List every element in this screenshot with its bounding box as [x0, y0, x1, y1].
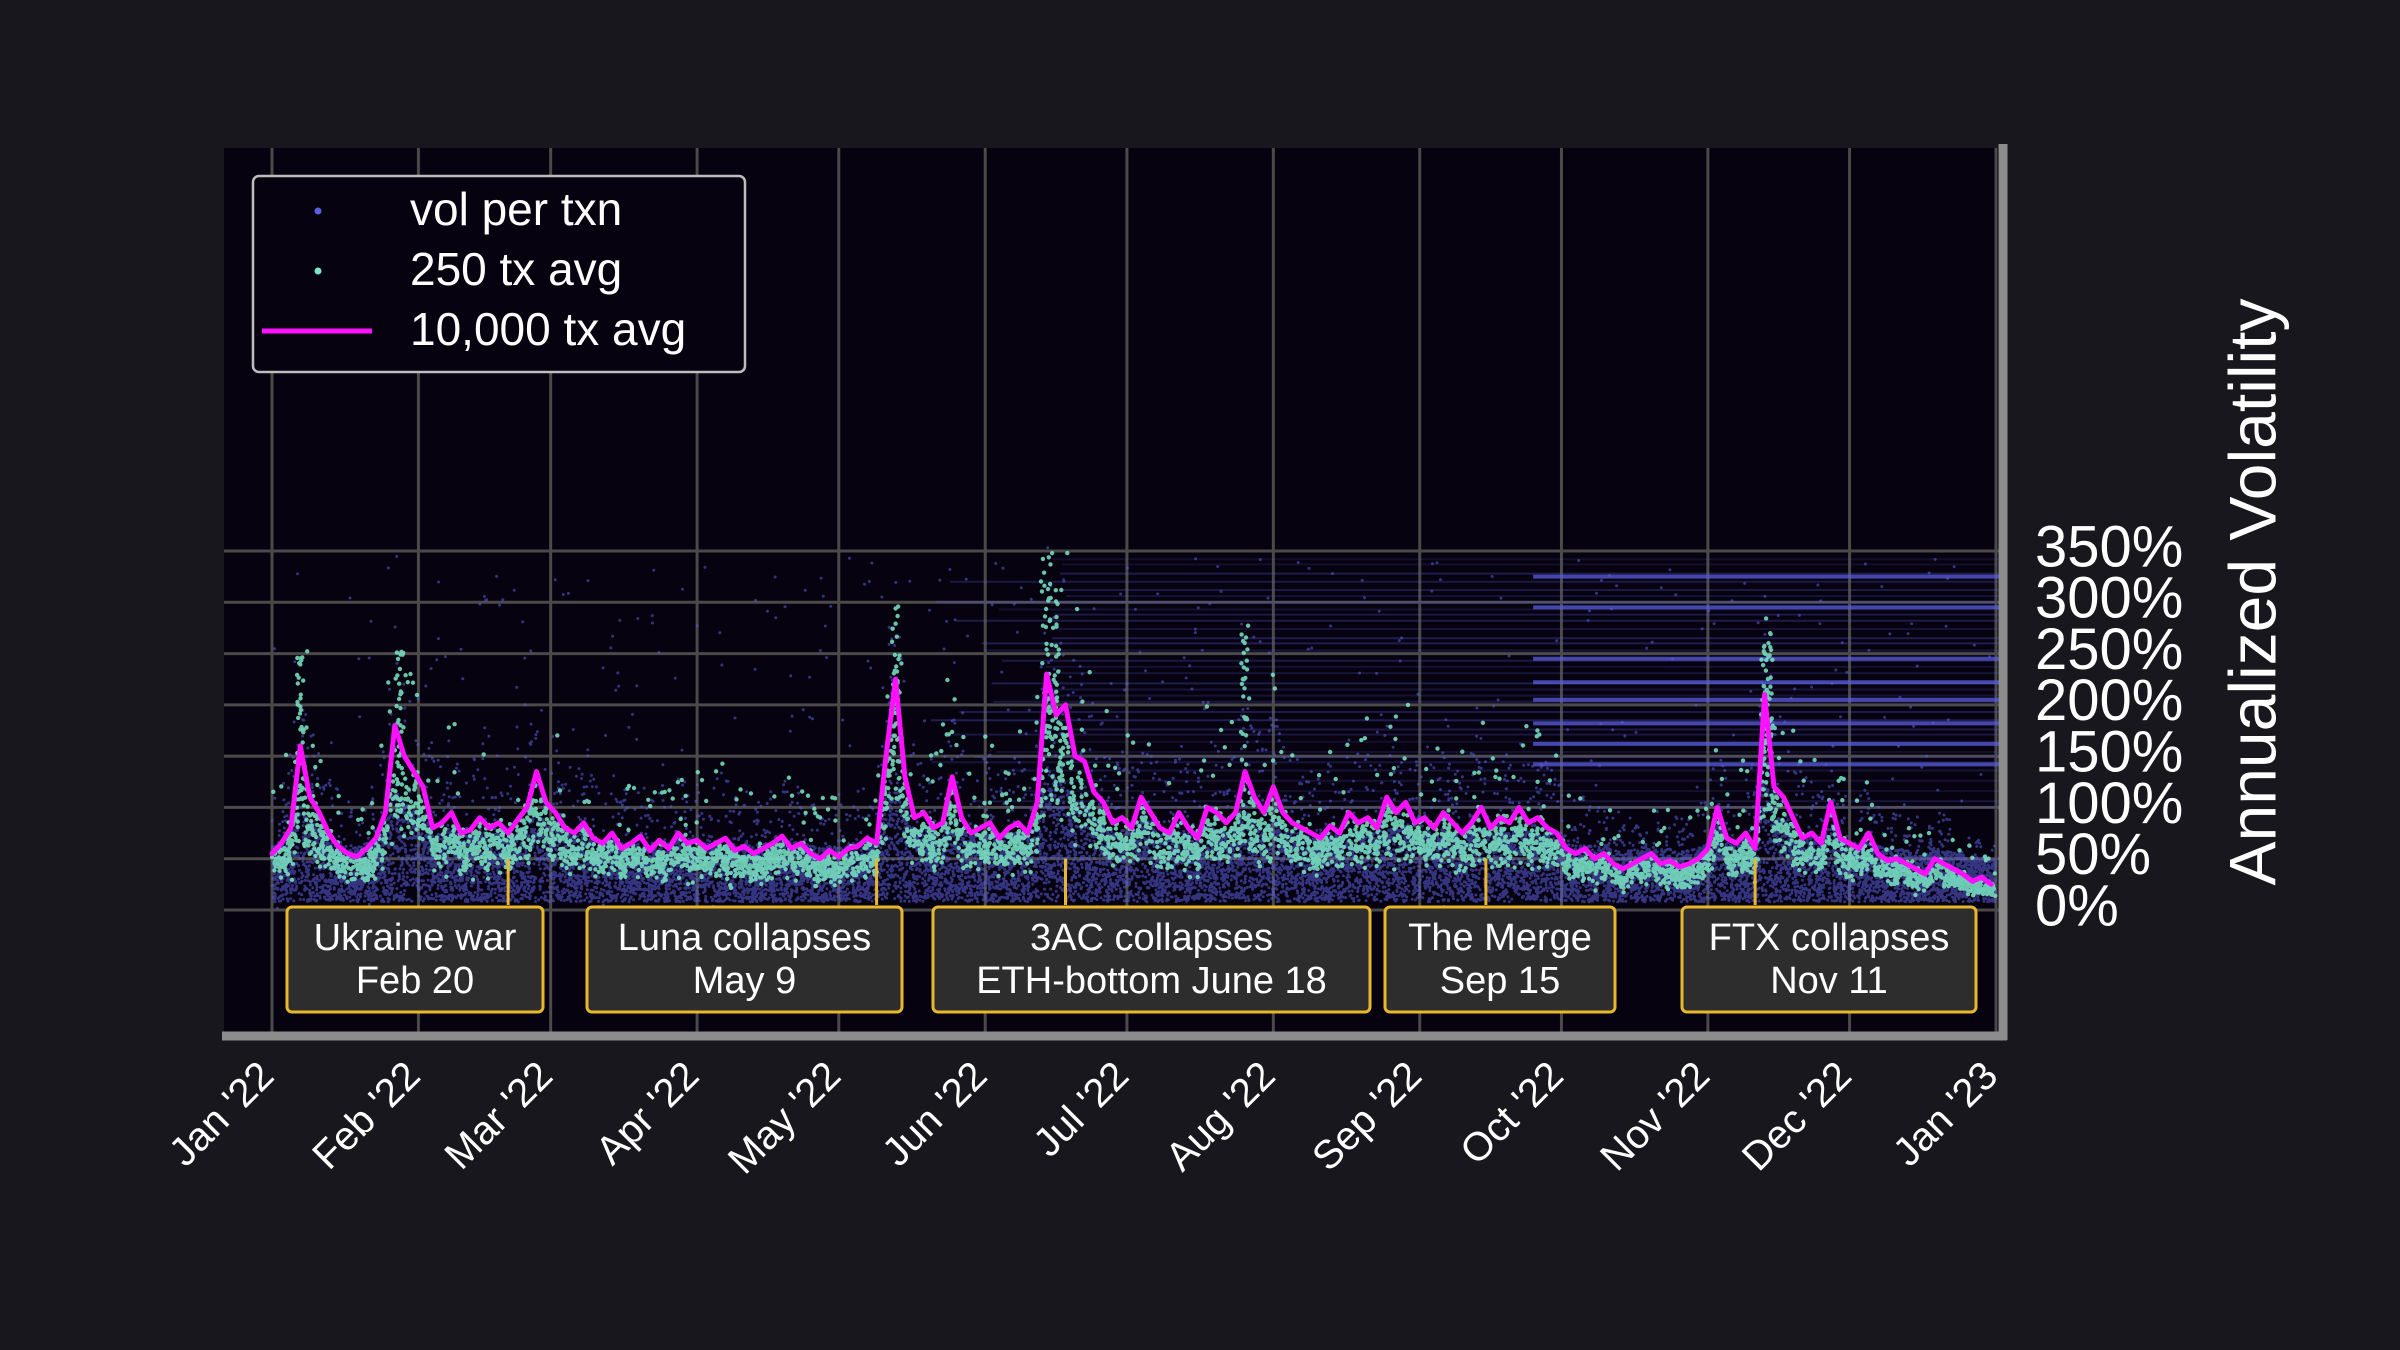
- vol-per-txn-points: [270, 546, 1998, 911]
- legend-marker-250-tx-avg: [314, 267, 322, 275]
- y-tick-label: 350%: [2035, 514, 2183, 579]
- y-tick-label: 0%: [2035, 873, 2119, 938]
- annotation-title: Luna collapses: [618, 917, 872, 959]
- y-tick-label: 200%: [2035, 668, 2183, 733]
- annotation-date: Sep 15: [1440, 960, 1560, 1002]
- legend: vol per txn 250 tx avg 10,000 tx avg: [251, 174, 747, 374]
- annotation-box: [1680, 905, 1978, 1014]
- y-tick-label: 50%: [2035, 822, 2151, 887]
- legend-label-vol-per-txn: vol per txn: [410, 183, 622, 235]
- annotation-box: [285, 905, 545, 1014]
- y-tick-label: 150%: [2035, 719, 2183, 784]
- annotation-title: Ukraine war: [314, 917, 517, 959]
- legend-marker-vol-per-txn: [314, 207, 322, 215]
- vol-per-txn-scatter: [270, 546, 1998, 911]
- y-tick-label: 250%: [2035, 617, 2183, 682]
- annotation-title: 3AC collapses: [1030, 917, 1273, 959]
- y-tick-label: 300%: [2035, 566, 2183, 631]
- avg-10000-line: [269, 671, 1994, 887]
- annotation-box: [585, 905, 904, 1014]
- legend-box: [251, 174, 747, 374]
- annotation-box: [1383, 905, 1617, 1014]
- annotation-title: The Merge: [1408, 917, 1592, 959]
- legend-label-250-tx-avg: 250 tx avg: [410, 243, 622, 295]
- y-tick-label: 100%: [2035, 771, 2183, 836]
- annotation-date: Nov 11: [1770, 960, 1888, 1002]
- annotation-date: May 9: [693, 960, 796, 1002]
- annotation-date: Feb 20: [356, 960, 474, 1002]
- legend-label-10000-tx-avg: 10,000 tx avg: [410, 303, 686, 355]
- annotation-date: ETH-bottom June 18: [976, 960, 1327, 1002]
- y-axis-label: Annualized Volatility: [2215, 298, 2289, 885]
- annotation-title: FTX collapses: [1709, 917, 1950, 959]
- annotation-box: [931, 905, 1372, 1014]
- axes: [222, 144, 2008, 1041]
- y-tick-labels: 0%50%100%150%200%250%300%350%: [2035, 514, 2183, 938]
